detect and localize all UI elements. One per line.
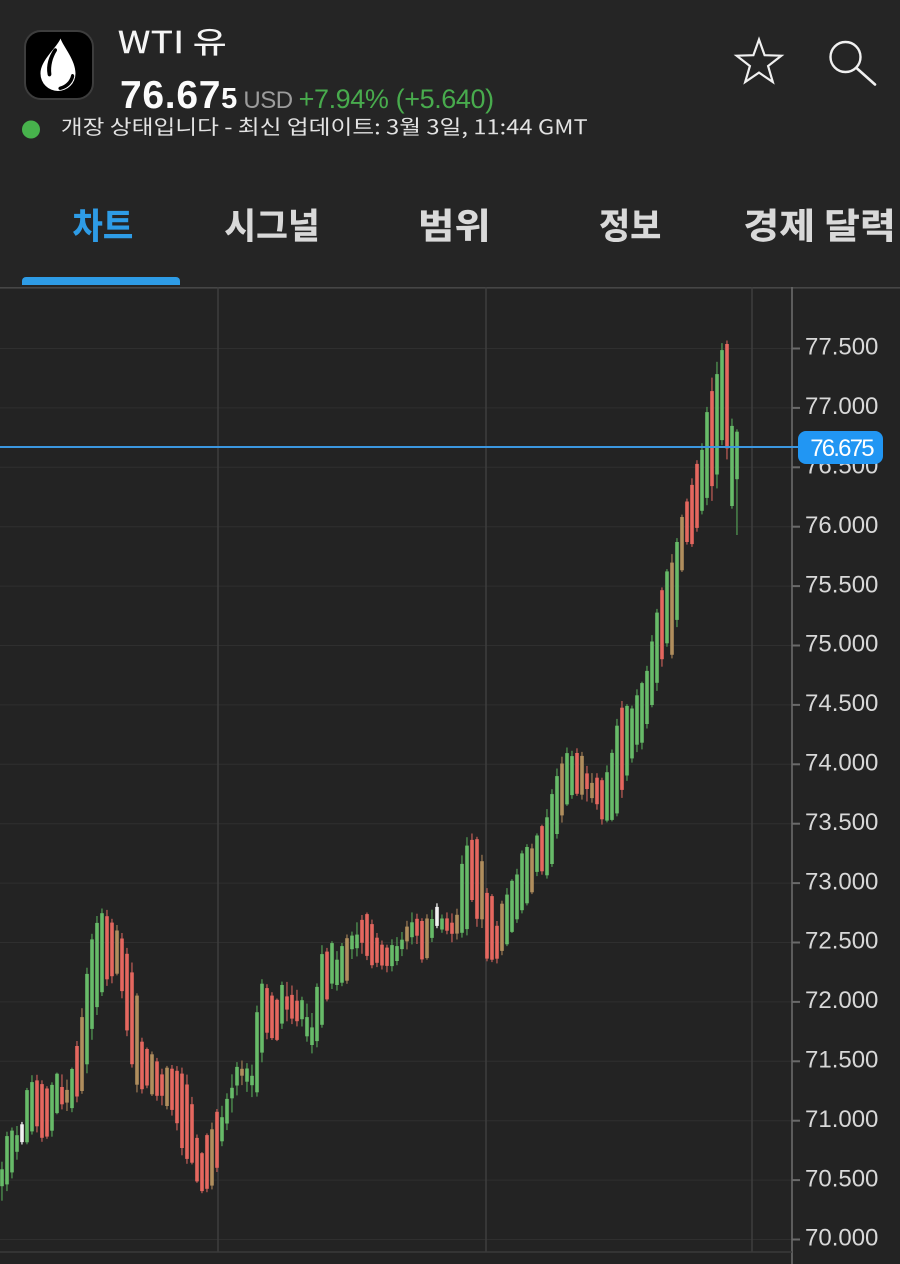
svg-text:75.000: 75.000: [805, 631, 878, 658]
svg-text:71.500: 71.500: [805, 1047, 878, 1074]
svg-text:70.000: 70.000: [805, 1225, 878, 1252]
svg-text:74.000: 74.000: [805, 750, 878, 777]
svg-text:71.000: 71.000: [805, 1106, 878, 1133]
svg-text:73.000: 73.000: [805, 868, 878, 895]
svg-text:77.000: 77.000: [805, 393, 878, 420]
svg-text:72.000: 72.000: [805, 987, 878, 1014]
svg-text:70.500: 70.500: [805, 1165, 878, 1192]
svg-text:73.500: 73.500: [805, 809, 878, 836]
svg-text:72.500: 72.500: [805, 928, 878, 955]
svg-text:74.500: 74.500: [805, 690, 878, 717]
svg-text:77.500: 77.500: [805, 334, 878, 361]
svg-text:75.500: 75.500: [805, 571, 878, 598]
svg-text:76.675: 76.675: [810, 435, 874, 462]
svg-text:76.000: 76.000: [805, 512, 878, 539]
